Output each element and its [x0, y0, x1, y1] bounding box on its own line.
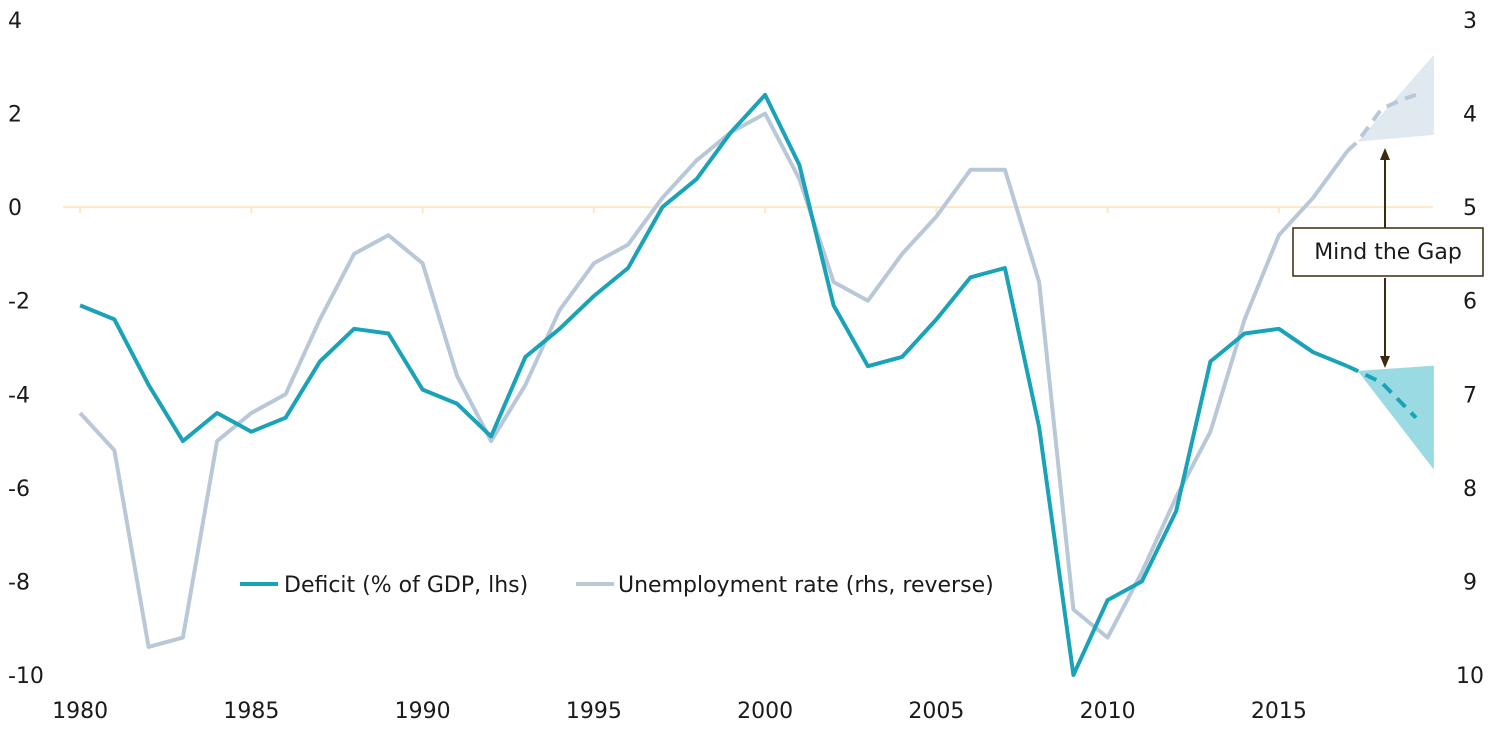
right-y-tick-label: 5 [1463, 196, 1477, 221]
left-y-tick-label: -2 [8, 290, 30, 315]
gap-annotation-box [1292, 227, 1484, 277]
x-axis-ticks: 1980 1985 1990 1995 2000 2005 2010 2015 [52, 699, 1307, 724]
right-y-tick-label: 10 [1456, 664, 1484, 689]
left-y-tick-label: -6 [8, 477, 30, 502]
x-tick-label: 1980 [52, 699, 108, 724]
right-y-tick-label: 6 [1463, 290, 1477, 315]
right-y-tick-label: 8 [1463, 477, 1477, 502]
projection-fan-deficit [1357, 365, 1434, 470]
left-axis-ticks: 4 2 0 -2 -4 -6 -8 -10 [8, 9, 44, 689]
x-tick-label: 2005 [908, 699, 964, 724]
left-y-tick-label: -8 [8, 570, 30, 595]
x-tick-label: 2010 [1080, 699, 1136, 724]
series-lines [78, 92, 1418, 677]
gap-arrow-down-head [1380, 356, 1390, 368]
left-y-tick-label: 4 [8, 9, 22, 34]
legend: Deficit (% of GDP, lhs) Unemployment rat… [240, 573, 994, 598]
left-y-tick-label: -10 [8, 664, 44, 689]
grid-layer [63, 206, 1433, 214]
projection-fan-unemployment [1357, 54, 1434, 142]
x-tick-label: 1985 [223, 699, 279, 724]
x-tick-label: 1995 [566, 699, 622, 724]
right-y-tick-label: 7 [1463, 383, 1477, 408]
legend-label-deficit: Deficit (% of GDP, lhs) [284, 573, 528, 598]
gap-annotation: Mind the Gap [1292, 148, 1484, 368]
left-y-tick-label: -4 [8, 383, 30, 408]
gap-arrow-up-head [1380, 148, 1390, 160]
x-tick-label: 2015 [1251, 699, 1307, 724]
legend-label-unemployment: Unemployment rate (rhs, reverse) [618, 573, 994, 598]
right-y-tick-label: 4 [1463, 103, 1477, 128]
right-y-tick-label: 3 [1463, 9, 1477, 34]
projection-fans [1357, 54, 1434, 470]
projection-line-unemployment [1346, 93, 1417, 153]
left-y-tick-label: 0 [8, 196, 22, 221]
x-tick-label: 1990 [395, 699, 451, 724]
x-tick-label: 2000 [737, 699, 793, 724]
right-axis-ticks: 3 4 5 6 7 8 9 10 [1456, 9, 1484, 689]
left-y-tick-label: 2 [8, 103, 22, 128]
projection-line-deficit [1346, 364, 1418, 420]
series-line-deficit [79, 92, 1349, 677]
right-y-tick-label: 9 [1463, 570, 1477, 595]
gap-annotation-text: Mind the Gap [1314, 240, 1462, 265]
series-line-unemployment [78, 111, 1350, 649]
